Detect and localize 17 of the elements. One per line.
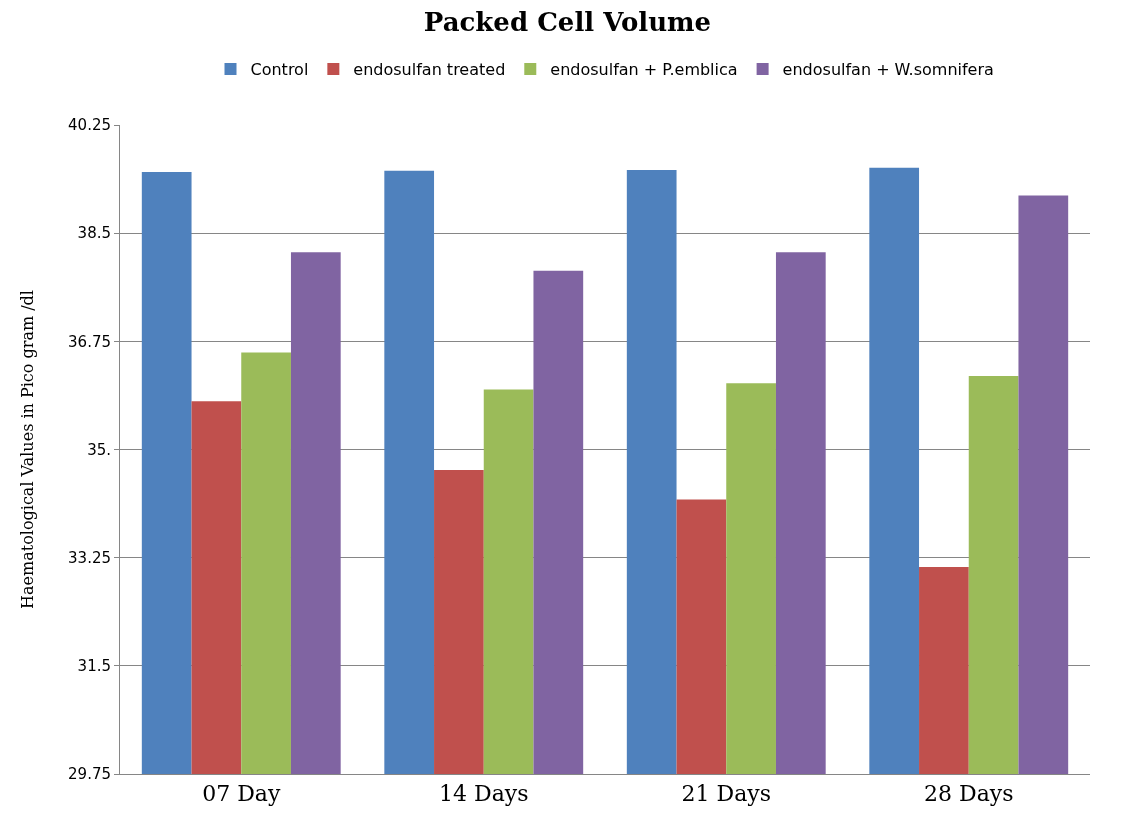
y-tick-label: 40.25 [68, 116, 111, 135]
legend-label: endosulfan + P.emblica [550, 60, 738, 80]
x-tick-label: 21 Days [681, 781, 771, 807]
y-tick-label: 31.5 [77, 657, 111, 676]
x-tick-label: 07 Day [202, 781, 281, 807]
legend-label: endosulfan treated [353, 60, 506, 80]
x-tick-label: 14 Days [439, 781, 529, 807]
chart-title: Packed Cell Volume [423, 6, 712, 37]
y-tick-label: 33.25 [68, 548, 111, 567]
legend-label: Control [250, 60, 309, 80]
y-tick-label: 29.75 [68, 765, 111, 784]
y-tick-label: 35. [87, 440, 111, 459]
y-tick-label: 36.75 [68, 332, 111, 351]
x-tick-label: 28 Days [924, 781, 1014, 807]
y-tick-label: 38.5 [77, 224, 111, 243]
y-axis-title: Haematological Values in Pico gram /dl [17, 290, 37, 609]
legend-label: endosulfan + W.somnifera [782, 60, 994, 80]
